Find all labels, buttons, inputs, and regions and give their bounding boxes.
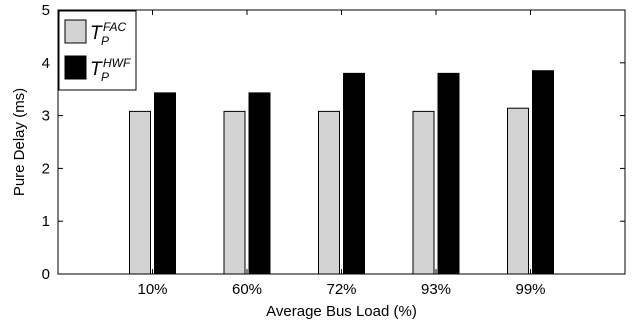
bar-fac (507, 107, 529, 275)
x-tick-label: 10% (137, 281, 167, 298)
bar-hwf (343, 72, 365, 275)
y-tick-label: 0 (42, 266, 50, 283)
y-tick-label: 5 (42, 2, 50, 19)
bar-fac (129, 110, 151, 275)
y-tick-label: 4 (42, 55, 50, 72)
bar-hwf (154, 92, 176, 275)
x-tick-label: 60% (232, 281, 262, 298)
bar-hwf (532, 70, 554, 275)
legend-swatch (64, 19, 87, 44)
legend-label-sub: P (101, 70, 109, 84)
y-axis-label: Pure Delay (ms) (11, 88, 28, 196)
x-tick-label: 93% (421, 281, 451, 298)
x-tick-label: 72% (326, 281, 356, 298)
legend-swatch (64, 55, 87, 80)
bar-fac (412, 110, 435, 275)
y-tick-label: 2 (42, 160, 50, 177)
legend-label-sup: HWF (103, 56, 131, 70)
bars-group (129, 70, 554, 275)
x-axis-ticks: 10% 60% 72% 93% 99% (137, 10, 546, 298)
x-axis-label: Average Bus Load (%) (266, 303, 417, 320)
legend-label-main: T (90, 23, 103, 44)
y-tick-label: 3 (42, 108, 50, 125)
legend-label-sub: P (101, 34, 109, 48)
bar-fac (318, 110, 340, 275)
x-tick-label: 99% (515, 281, 545, 298)
legend-label-main: T (90, 59, 103, 80)
bar-fac (223, 110, 246, 275)
y-tick-label: 1 (42, 213, 50, 230)
bar-hwf (248, 92, 271, 275)
legend-label-sup: FAC (103, 20, 126, 34)
bar-hwf (437, 72, 460, 275)
